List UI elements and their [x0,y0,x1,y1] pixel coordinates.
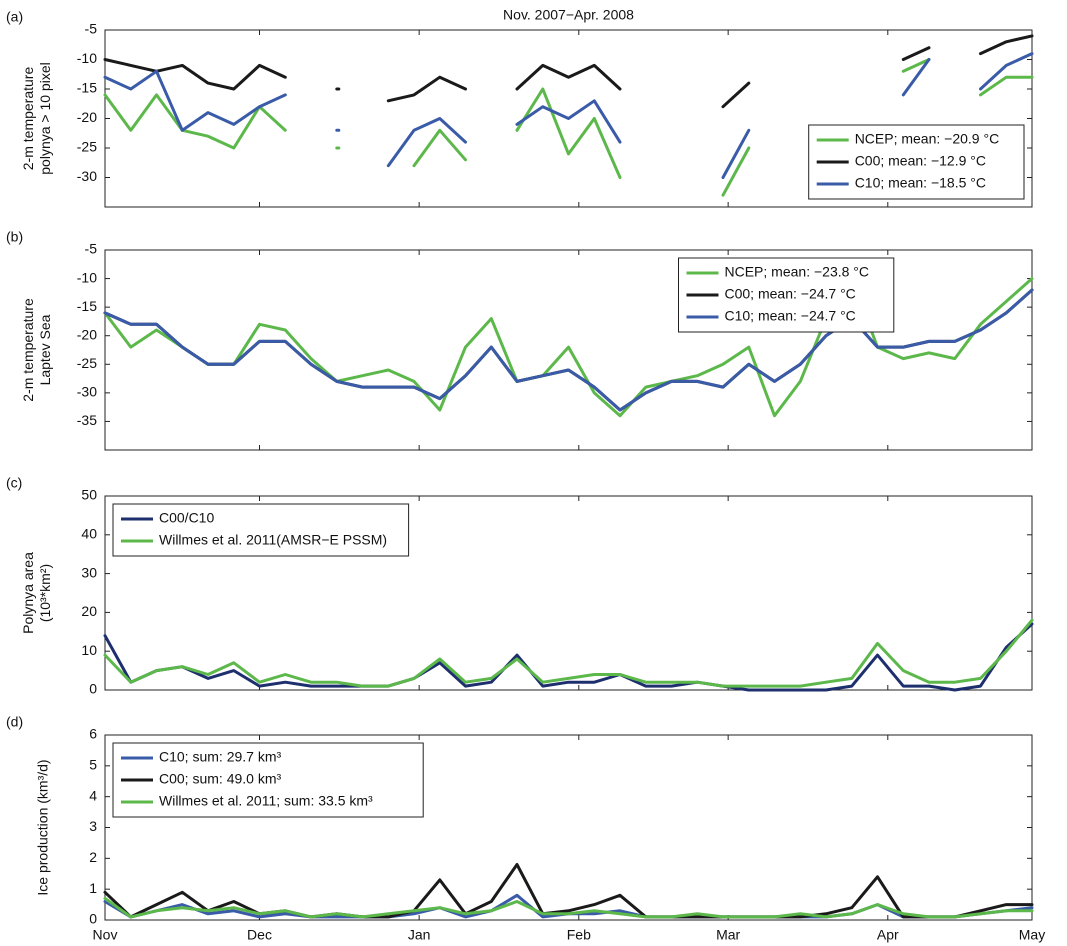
legend-label: C00; sum: 49.0 km³ [159,771,281,787]
y-axis-label: (10³*km²) [37,564,53,622]
plot-frame [104,249,1033,451]
y-tick-label: 6 [89,726,97,742]
y-tick-label: 30 [81,564,97,580]
legend-label: C00; mean: −12.9 °C [855,153,986,169]
chart-title: Nov. 2007−Apr. 2008 [503,7,634,23]
panel: (b) 2-m temperature Laptev Sea -35 -30 -25 -20… [6,229,1034,451]
legend: C10; sum: 29.7 km³ C00; sum: 49.0 km³ Will… [112,742,424,818]
series-line [515,63,622,91]
y-tick-label: -5 [85,21,98,37]
y-tick-label: -10 [77,50,97,66]
y-tick-label: -30 [77,168,97,184]
legend-label: NCEP; mean: −23.8 °C [725,264,870,280]
panel: (d) Ice production (km³/d) 0 1 2 3 4 5 6 Nov Dec Ja… [6,714,1045,943]
legend: C00/C10 Willmes et al. 2011(AMSR−E PSSM) [112,503,410,557]
y-tick-label: -15 [77,80,97,96]
panel-label: (a) [6,9,23,25]
panel: (a) Nov. 2007−Apr. 2008 2-m temperature pol… [6,7,1034,208]
y-tick-label: 10 [81,642,97,658]
y-tick-label: -15 [77,298,97,314]
legend-label: NCEP; mean: −20.9 °C [855,131,1000,147]
series-line [103,896,1034,919]
series-line [721,128,751,179]
series-line [412,128,467,168]
y-tick-label: 40 [81,526,97,542]
legend-box [112,503,410,557]
panel-label: (b) [6,229,23,245]
legend-label: C00/C10 [159,510,214,526]
y-tick-label: -20 [77,109,97,125]
series-line [901,58,931,97]
series-line [386,75,467,103]
y-axis-label: Ice production (km³/d) [35,759,51,895]
series-line [979,52,1034,91]
legend-label: C10; mean: −24.7 °C [725,308,856,324]
y-tick-label: 0 [89,681,97,697]
y-tick-label: -10 [77,269,97,285]
series-line [901,58,931,73]
x-tick-label: Jan [408,927,431,943]
legend-label: C10; sum: 29.7 km³ [159,749,281,765]
series-line [901,46,931,61]
legend: NCEP; mean: −23.8 °C C00; mean: −24.7 °C C… [678,257,895,333]
y-tick-label: 50 [81,487,97,503]
y-axis-label: 2-m temperature [20,67,36,171]
series-line [386,117,467,168]
y-tick-label: 1 [89,880,97,896]
panel-label: (c) [6,475,22,491]
y-tick-label: 2 [89,849,97,865]
series-line [979,75,1034,97]
y-tick-label: -25 [77,139,97,155]
y-tick-label: 20 [81,603,97,619]
legend-label: Willmes et al. 2011(AMSR−E PSSM) [159,532,387,548]
legend: NCEP; mean: −20.9 °C C00; mean: −12.9 °C C… [808,124,1025,200]
x-tick-label: May [1019,927,1045,943]
series-line [103,288,1034,412]
y-axis-label: Polynya area [20,552,36,634]
y-axis-label: polynya > 10 pixel [37,62,53,174]
panel: (c) Polynya area (10³*km²) 0 10 20 30 40 50 C00/C… [6,475,1034,697]
legend-box [112,742,424,818]
y-tick-label: -25 [77,355,97,371]
series-line [103,618,1034,688]
series-line [103,58,287,91]
x-tick-label: Apr [877,927,899,943]
panel-label: (d) [6,714,23,730]
series-line [103,69,287,132]
y-tick-label: 5 [89,757,97,773]
x-tick-label: Feb [567,927,591,943]
y-tick-label: 0 [89,911,97,927]
series-line [721,81,751,109]
y-axis-label: Laptev Sea [37,314,53,385]
y-tick-label: -35 [77,412,97,428]
series-line [979,34,1034,56]
legend-label: C00; mean: −24.7 °C [725,286,856,302]
y-tick-label: -20 [77,326,97,342]
y-tick-label: 3 [89,818,97,834]
legend-label: Willmes et al. 2011; sum: 33.5 km³ [159,793,373,809]
x-tick-label: Dec [247,927,272,943]
y-tick-label: -5 [85,241,98,257]
x-tick-label: Mar [716,927,740,943]
series-line [515,87,622,179]
x-tick-label: Nov [93,927,118,943]
y-tick-label: 4 [89,787,97,803]
series-line [103,622,1034,692]
y-tick-label: -30 [77,384,97,400]
series-line [721,146,751,197]
series-line [103,93,287,150]
y-axis-label: 2-m temperature [20,298,36,402]
series-line [515,99,622,144]
plot-frame [104,495,1033,691]
legend-label: C10; mean: −18.5 °C [855,175,986,191]
